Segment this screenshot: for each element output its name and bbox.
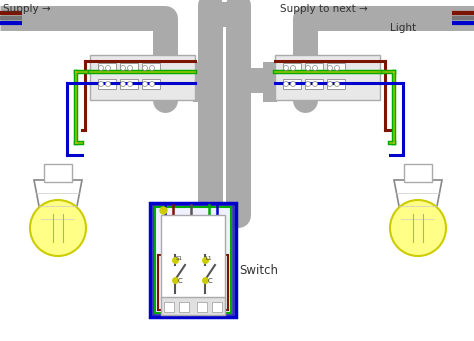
Bar [98, 63, 116, 73]
Circle shape [149, 65, 155, 71]
Text: C: C [208, 278, 213, 284]
Circle shape [291, 81, 295, 87]
Circle shape [335, 81, 339, 87]
Bar [283, 63, 301, 73]
Text: Supply to next →: Supply to next → [280, 4, 368, 14]
Bar [161, 297, 225, 315]
Text: S1: S1 [176, 256, 183, 262]
Bar [120, 63, 138, 73]
Circle shape [128, 65, 133, 71]
Bar [164, 302, 174, 312]
Bar [155, 207, 231, 313]
Bar [275, 55, 380, 100]
Bar [161, 215, 225, 300]
Text: L1: L1 [206, 256, 212, 262]
Circle shape [120, 65, 126, 71]
Text: C: C [178, 278, 183, 284]
Bar [98, 79, 116, 89]
Bar [90, 55, 195, 100]
Circle shape [99, 81, 103, 87]
Circle shape [128, 81, 133, 87]
Bar [150, 203, 236, 317]
Bar [142, 63, 160, 73]
Circle shape [328, 65, 332, 71]
Bar [153, 205, 233, 315]
Bar [120, 79, 138, 89]
Text: Supply →: Supply → [3, 4, 51, 14]
Bar [44, 164, 72, 182]
Bar [283, 79, 301, 89]
Bar [305, 63, 323, 73]
Bar [327, 63, 345, 73]
Bar [263, 62, 277, 102]
Polygon shape [394, 180, 442, 232]
Circle shape [143, 65, 147, 71]
Circle shape [149, 81, 155, 87]
Circle shape [328, 81, 332, 87]
Circle shape [306, 81, 310, 87]
Circle shape [312, 81, 318, 87]
Circle shape [335, 65, 339, 71]
Text: Switch: Switch [239, 264, 278, 277]
Circle shape [30, 200, 86, 256]
Circle shape [283, 65, 289, 71]
Circle shape [106, 81, 110, 87]
Circle shape [99, 65, 103, 71]
Circle shape [143, 81, 147, 87]
Bar [327, 79, 345, 89]
Circle shape [312, 65, 318, 71]
Circle shape [306, 65, 310, 71]
Bar [142, 79, 160, 89]
Bar [193, 62, 207, 102]
Circle shape [283, 81, 289, 87]
Bar [305, 79, 323, 89]
Circle shape [106, 65, 110, 71]
Bar [197, 302, 207, 312]
Polygon shape [34, 180, 82, 232]
Circle shape [120, 81, 126, 87]
Bar [212, 302, 222, 312]
Text: Light: Light [390, 23, 416, 33]
Bar [179, 302, 189, 312]
Bar [404, 164, 432, 182]
Circle shape [390, 200, 446, 256]
Circle shape [291, 65, 295, 71]
Bar [158, 255, 228, 310]
